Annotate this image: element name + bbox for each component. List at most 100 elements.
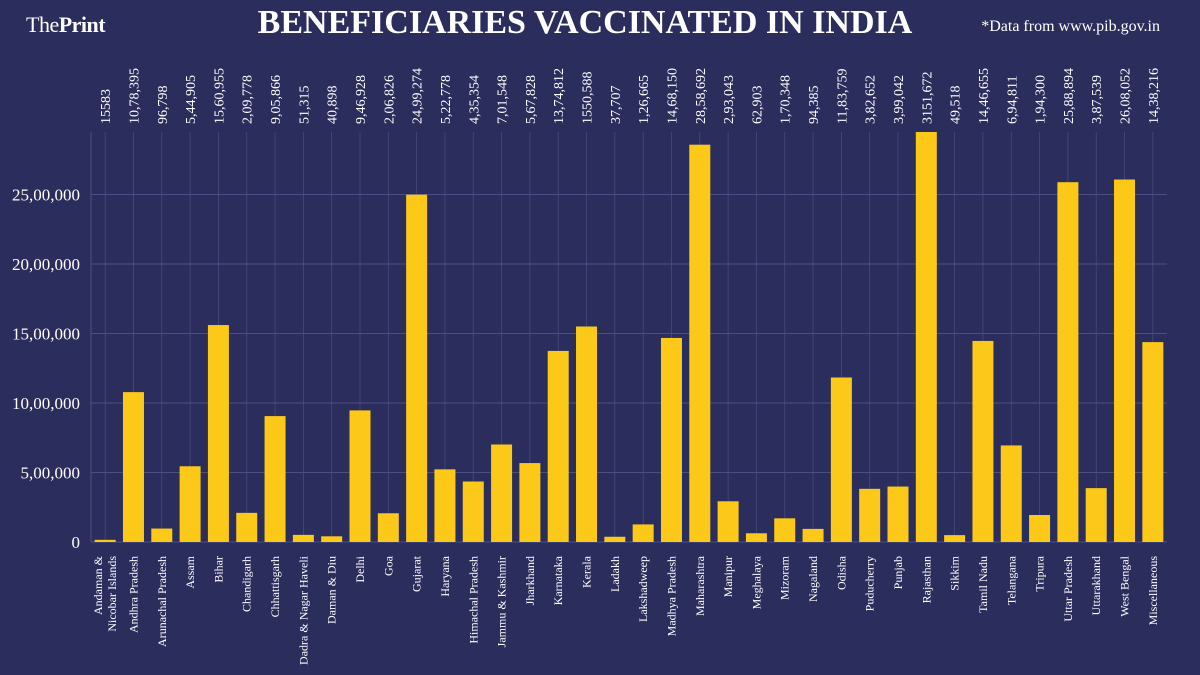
bar bbox=[519, 463, 541, 542]
category-label: Manipur bbox=[721, 556, 735, 597]
category-label: Daman & Diu bbox=[325, 556, 339, 624]
value-label: 26,08,052 bbox=[1119, 68, 1134, 124]
bar bbox=[944, 535, 966, 542]
brand-logo: ThePrint bbox=[26, 12, 106, 38]
value-label: 4,35,354 bbox=[467, 75, 482, 124]
value-label: 5,44,905 bbox=[184, 75, 199, 124]
bar bbox=[1000, 445, 1022, 542]
category-label: Puducherry bbox=[863, 556, 877, 611]
bar bbox=[717, 501, 739, 542]
category-label: Himachal Pradesh bbox=[466, 556, 480, 644]
value-label: 40,898 bbox=[326, 86, 341, 125]
y-tick-label: 20,00,000 bbox=[12, 255, 80, 274]
category-label: Chandigarh bbox=[240, 556, 254, 612]
bar bbox=[377, 513, 399, 542]
bar bbox=[745, 533, 767, 542]
value-label: 49,518 bbox=[949, 86, 964, 125]
category-label: West Bengal bbox=[1118, 555, 1132, 616]
category-label: Ladakh bbox=[608, 556, 622, 592]
bar bbox=[434, 469, 456, 542]
y-tick-label: 15,00,000 bbox=[12, 325, 80, 344]
bar bbox=[547, 350, 569, 542]
bar bbox=[462, 481, 484, 542]
bar bbox=[1142, 342, 1164, 542]
category-label: Tripura bbox=[1033, 555, 1047, 591]
category-label: Arunachal Pradesh bbox=[155, 556, 169, 647]
bar bbox=[321, 536, 343, 542]
y-tick-label: 10,00,000 bbox=[12, 394, 80, 413]
bar bbox=[887, 486, 909, 542]
category-label: Maharashtra bbox=[693, 555, 707, 616]
value-label: 15,60,955 bbox=[212, 68, 227, 124]
value-label: 5,67,828 bbox=[524, 75, 539, 124]
bar bbox=[1085, 488, 1107, 542]
value-label: 3,82,652 bbox=[864, 75, 879, 124]
value-label: 2,93,043 bbox=[722, 75, 737, 124]
y-tick-label: 0 bbox=[72, 533, 81, 552]
category-label: Nicobar Islands bbox=[105, 556, 119, 632]
bar bbox=[830, 377, 852, 542]
category-label: Uttar Pradesh bbox=[1061, 556, 1075, 622]
bar bbox=[774, 518, 796, 542]
y-tick-label: 25,00,000 bbox=[12, 186, 80, 205]
value-label: 14,68,150 bbox=[665, 68, 680, 124]
bar bbox=[406, 194, 428, 542]
category-label: Uttarakhand bbox=[1089, 556, 1103, 615]
category-label: Nagaland bbox=[806, 556, 820, 602]
value-label: 14,38,216 bbox=[1147, 68, 1162, 124]
value-label: 24,99,274 bbox=[411, 68, 426, 124]
category-label: Punjab bbox=[891, 556, 905, 589]
bar bbox=[632, 524, 654, 542]
bar bbox=[1029, 514, 1051, 542]
category-label: Kerala bbox=[580, 555, 594, 588]
value-label: 25,88,894 bbox=[1062, 68, 1077, 124]
category-label: Delhi bbox=[353, 555, 367, 582]
bar bbox=[151, 528, 173, 542]
bar bbox=[1114, 179, 1136, 543]
category-label: Miscellaneous bbox=[1146, 556, 1160, 626]
logo-part-2: Print bbox=[58, 12, 106, 37]
category-label: Telangana bbox=[1004, 555, 1018, 605]
bar bbox=[859, 488, 881, 542]
chart-title: BENEFICIARIES VACCINATED IN INDIA bbox=[257, 4, 913, 41]
category-label: Chhattisgarh bbox=[268, 556, 282, 617]
value-label: 51,315 bbox=[297, 86, 312, 125]
bar bbox=[576, 326, 598, 542]
category-label: Odisha bbox=[834, 555, 848, 590]
category-label: Karnataka bbox=[551, 555, 565, 605]
value-label: 94,385 bbox=[807, 86, 822, 125]
category-label: Sikkim bbox=[948, 555, 962, 590]
value-label: 37,707 bbox=[609, 86, 624, 125]
value-label: 13,74,812 bbox=[552, 68, 567, 124]
value-label: 2,06,826 bbox=[382, 75, 397, 124]
value-label: 28,58,692 bbox=[694, 68, 709, 124]
bar bbox=[689, 144, 711, 543]
value-label: 10,78,395 bbox=[127, 68, 142, 124]
bar bbox=[94, 539, 116, 542]
value-label: 11,83,759 bbox=[835, 69, 850, 124]
bar bbox=[915, 132, 937, 542]
category-label: Jammu & Kashmir bbox=[495, 556, 509, 647]
value-label: 1550,588 bbox=[581, 72, 596, 125]
value-label: 7,01,548 bbox=[496, 75, 511, 124]
category-label: Madhya Pradesh bbox=[664, 556, 678, 636]
value-label: 9,46,928 bbox=[354, 75, 369, 124]
category-label: Meghalaya bbox=[749, 555, 763, 609]
category-label: Dadra & Nagar Haveli bbox=[296, 555, 310, 665]
category-label: Lakshadweep bbox=[636, 556, 650, 622]
value-label: 3,99,042 bbox=[892, 75, 907, 124]
value-label: 3151,672 bbox=[920, 72, 935, 125]
bar bbox=[264, 416, 286, 542]
y-tick-label: 5,00,000 bbox=[21, 464, 81, 483]
bar bbox=[802, 528, 824, 542]
category-label: Gujarat bbox=[410, 555, 424, 592]
category-label: Bihar bbox=[211, 556, 225, 583]
bar bbox=[972, 340, 994, 542]
source-note: *Data from www.pib.gov.in bbox=[981, 18, 1160, 35]
value-label: 5,22,778 bbox=[439, 75, 454, 124]
category-label: Rajasthan bbox=[919, 556, 933, 603]
value-label: 1,26,665 bbox=[637, 75, 652, 124]
logo-part-1: The bbox=[26, 12, 59, 37]
category-label: Andhra Pradesh bbox=[126, 556, 140, 633]
